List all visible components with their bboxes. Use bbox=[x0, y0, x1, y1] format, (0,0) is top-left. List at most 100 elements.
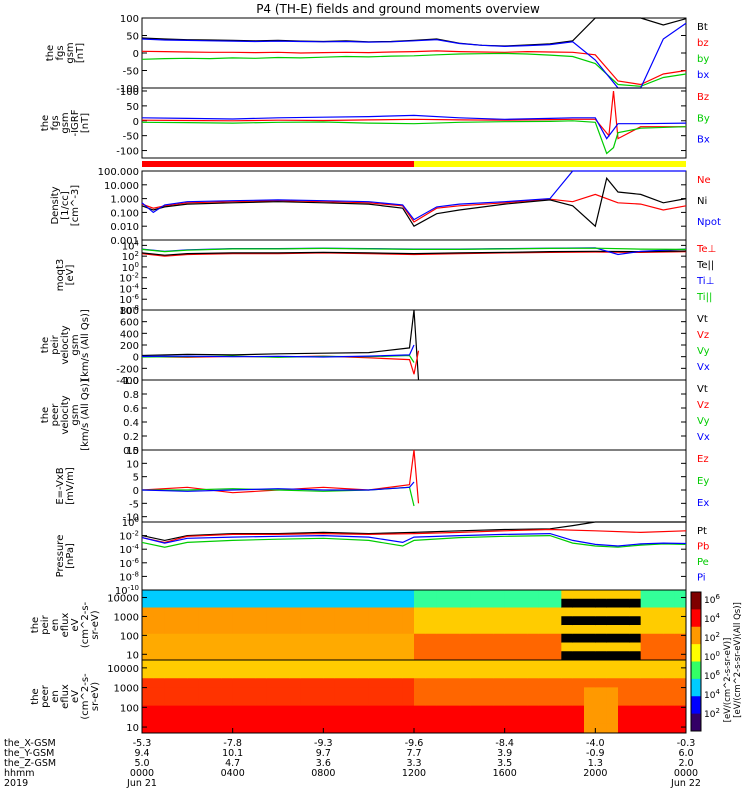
spectrogram-cell bbox=[618, 616, 630, 626]
spectrogram-cell bbox=[674, 651, 687, 661]
spectrogram-cell bbox=[142, 687, 154, 697]
spectrogram-cell bbox=[221, 625, 234, 635]
spectrogram-cell bbox=[663, 714, 676, 725]
y-tick-label: 0.100 bbox=[110, 208, 139, 219]
spectrogram-cell bbox=[538, 590, 551, 600]
y-tick-label: 10-2 bbox=[119, 272, 139, 285]
spectrogram-cell bbox=[482, 669, 494, 679]
x-tick-value: 5.0 bbox=[134, 758, 149, 769]
spectrogram-cell bbox=[232, 633, 245, 643]
series-Npot bbox=[141, 170, 686, 221]
x-tick-value: -5.3 bbox=[133, 738, 152, 749]
legend-label: Vt bbox=[697, 314, 708, 325]
spectrogram-cell bbox=[402, 687, 415, 697]
spectrogram-cell bbox=[550, 607, 562, 617]
spectrogram-cell bbox=[550, 651, 562, 661]
legend-label: Ni bbox=[697, 196, 707, 207]
panel-7: 15 10 5 0 -5 -10 E=-VxB[mV/m] Ez Ey Ex bbox=[55, 446, 709, 524]
spectrogram-cell bbox=[300, 687, 313, 697]
x-row-label: the_X-GSM bbox=[4, 738, 56, 749]
spectrogram-cell bbox=[334, 651, 347, 661]
spectrogram-cell bbox=[210, 651, 222, 661]
spectrogram-cell bbox=[210, 616, 222, 626]
spectrogram-cell bbox=[300, 669, 313, 679]
spectrogram-cell bbox=[504, 687, 517, 697]
spectrogram-cell bbox=[516, 607, 528, 617]
spectrogram-cell bbox=[323, 633, 336, 643]
spectrogram-cell bbox=[493, 660, 506, 670]
spectrogram-cell bbox=[278, 642, 290, 652]
y-tick-label: 10-4 bbox=[119, 543, 139, 556]
spectrogram-cell bbox=[618, 678, 630, 688]
spectrogram-cell bbox=[346, 660, 358, 670]
spectrogram-cell bbox=[391, 669, 404, 679]
spectrogram-cell bbox=[595, 714, 608, 725]
spectrogram-cell bbox=[618, 705, 630, 716]
spectrogram-cell bbox=[606, 669, 619, 679]
spectrogram-cell bbox=[516, 678, 528, 688]
spectrogram-cell bbox=[436, 705, 449, 716]
spectrogram-cell bbox=[176, 723, 188, 734]
spectrogram-cell bbox=[346, 669, 358, 679]
spectrogram-cell bbox=[470, 598, 483, 608]
series-Te⊥ bbox=[141, 251, 687, 257]
spectrogram-cell bbox=[640, 598, 653, 608]
spectrogram-cell bbox=[266, 616, 279, 626]
spectrogram-cell bbox=[504, 714, 517, 725]
spectrogram-cell bbox=[278, 714, 290, 725]
spectrogram-cell bbox=[572, 633, 585, 643]
spectrogram-cell bbox=[493, 598, 506, 608]
spectrogram-cell bbox=[674, 669, 687, 679]
spectrogram-cell bbox=[278, 705, 290, 716]
spectrogram-cell bbox=[504, 590, 517, 600]
mode-bar-segment bbox=[142, 161, 414, 167]
spectrogram-cell bbox=[334, 696, 347, 707]
spectrogram-cell bbox=[266, 607, 279, 617]
y-tick-label: 100 bbox=[120, 14, 139, 25]
spectrogram-cell bbox=[380, 660, 392, 670]
y-tick-label: 102 bbox=[122, 250, 139, 263]
spectrogram-cell bbox=[448, 714, 460, 725]
spectrogram-cell bbox=[436, 598, 449, 608]
spectrogram-cell bbox=[323, 616, 336, 626]
x-tick-value: 3.3 bbox=[406, 758, 421, 769]
spectrogram-cell bbox=[232, 669, 245, 679]
spectrogram-cell bbox=[595, 607, 608, 617]
legend-label: Vy bbox=[697, 346, 710, 357]
y-tick-label: 10-6 bbox=[119, 557, 139, 570]
y-tick-label: 600 bbox=[120, 318, 139, 329]
y-tick-label: 0.4 bbox=[123, 418, 139, 429]
spectrogram-cell bbox=[425, 616, 438, 626]
spectrogram-cell bbox=[572, 705, 585, 716]
spectrogram-cell bbox=[448, 651, 460, 661]
y-tick-label: -50 bbox=[123, 132, 139, 143]
x-row-label: the_Y-GSM bbox=[4, 748, 54, 759]
spectrogram-cell bbox=[164, 714, 177, 725]
spectrogram-cell bbox=[334, 660, 347, 670]
spectrogram-cell bbox=[516, 590, 528, 600]
spectrogram-cell bbox=[504, 678, 517, 688]
spectrogram-cell bbox=[232, 714, 245, 725]
spectrogram-cell bbox=[618, 696, 630, 707]
spectrogram-cell bbox=[674, 660, 687, 670]
spectrogram-cell bbox=[300, 598, 313, 608]
spectrogram-cell bbox=[153, 590, 166, 600]
spectrogram-cell bbox=[334, 687, 347, 697]
spectrogram-cell bbox=[334, 633, 347, 643]
spectrogram-cell bbox=[674, 705, 687, 716]
spectrogram-cell bbox=[516, 642, 528, 652]
spectrogram-cell bbox=[402, 642, 415, 652]
spectrogram-cell bbox=[595, 669, 608, 679]
legend-label: Pi bbox=[697, 573, 706, 584]
y-tick-label: 10 bbox=[126, 723, 139, 734]
spectrogram-cell bbox=[652, 696, 664, 707]
legend-label: Vt bbox=[697, 384, 708, 395]
legend-label: Te|| bbox=[696, 260, 714, 271]
spectrogram-cell bbox=[278, 696, 290, 707]
spectrogram-cell bbox=[153, 651, 166, 661]
spectrogram-cell bbox=[255, 678, 268, 688]
legend-label: Ez bbox=[697, 454, 709, 465]
spectrogram-cell bbox=[414, 642, 426, 652]
x-tick-value: Jun 22 bbox=[670, 778, 701, 789]
